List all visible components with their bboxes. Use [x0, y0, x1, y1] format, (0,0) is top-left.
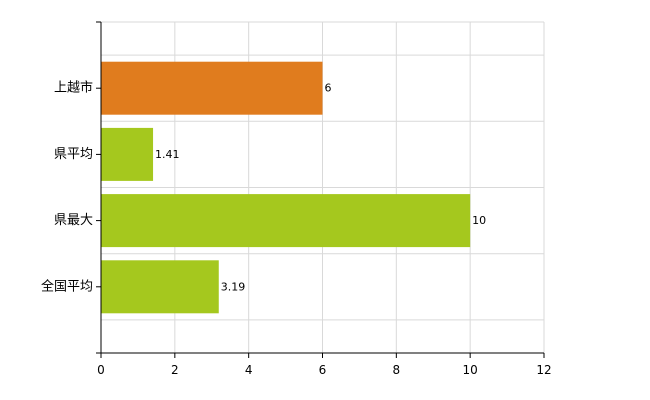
axes [96, 21, 545, 358]
x-tick-label-5: 10 [463, 363, 478, 377]
bar-0 [101, 61, 323, 115]
bar-2 [101, 194, 471, 248]
x-tick-label-2: 4 [245, 363, 253, 377]
data-label-1: 1.41 [155, 148, 180, 161]
labels: 上越市 6 県平均 1.41 県最大 10 全国平均 3.19 0 2 4 6 8 10 12 [41, 80, 552, 377]
category-label-2: 県最大 [54, 213, 93, 228]
x-tick-label-1: 2 [171, 363, 179, 377]
x-tick-label-0: 0 [97, 363, 105, 377]
x-tick-label-4: 8 [393, 363, 401, 377]
data-label-0: 6 [325, 82, 332, 95]
x-tick-label-3: 6 [319, 363, 327, 377]
bars [101, 61, 471, 314]
category-label-1: 県平均 [54, 147, 93, 162]
category-label-0: 上越市 [54, 80, 93, 96]
x-tick-label-6: 12 [536, 363, 551, 377]
data-label-3: 3.19 [221, 280, 246, 293]
bar-1 [101, 127, 154, 181]
bar-3 [101, 260, 219, 314]
category-label-3: 全国平均 [41, 278, 93, 294]
data-label-2: 10 [472, 214, 486, 227]
